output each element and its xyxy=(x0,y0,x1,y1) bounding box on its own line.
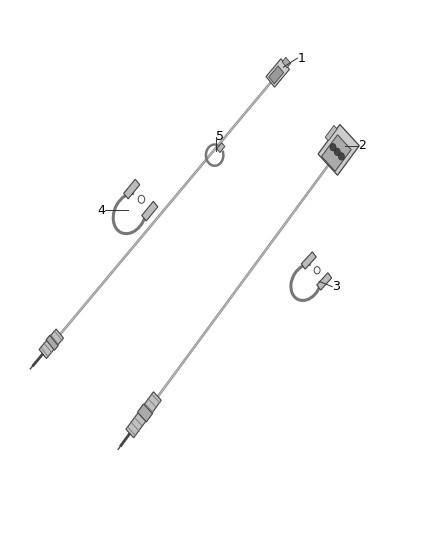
Polygon shape xyxy=(217,143,225,152)
Text: 1: 1 xyxy=(297,52,305,64)
Polygon shape xyxy=(126,392,161,438)
Polygon shape xyxy=(124,179,140,199)
Polygon shape xyxy=(321,135,351,171)
Circle shape xyxy=(330,143,336,151)
Polygon shape xyxy=(266,59,290,87)
Circle shape xyxy=(314,266,320,274)
Polygon shape xyxy=(317,273,332,290)
Text: 4: 4 xyxy=(97,204,105,217)
Circle shape xyxy=(334,148,340,156)
Text: 5: 5 xyxy=(215,130,223,143)
Circle shape xyxy=(339,153,345,160)
Polygon shape xyxy=(301,252,316,269)
Polygon shape xyxy=(269,66,283,84)
Polygon shape xyxy=(318,124,359,175)
Polygon shape xyxy=(46,335,58,350)
Text: 3: 3 xyxy=(332,280,340,293)
Polygon shape xyxy=(138,404,152,422)
Polygon shape xyxy=(142,201,158,221)
Circle shape xyxy=(138,195,145,203)
Polygon shape xyxy=(325,125,337,141)
Polygon shape xyxy=(39,329,64,359)
Polygon shape xyxy=(282,58,291,68)
Text: 2: 2 xyxy=(358,139,366,152)
